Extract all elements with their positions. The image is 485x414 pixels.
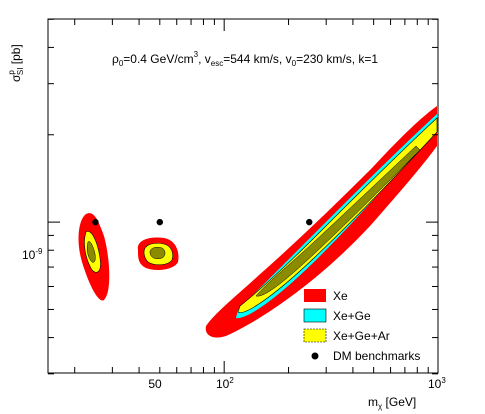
legend-label-xe-ge: Xe+Ge: [333, 309, 371, 323]
legend: Xe Xe+Ge Xe+Ge+Ar DM benchmarks: [303, 289, 420, 363]
xe-ge-ar-contour-right: [237, 117, 438, 313]
y-tick-label: 10-9: [22, 247, 43, 262]
benchmark-points: [92, 218, 313, 226]
inner-contour-right: [255, 145, 421, 297]
legend-swatch-xe-ge-ar: [303, 328, 327, 343]
benchmark-point-2: [156, 218, 164, 226]
benchmark-point-3: [306, 218, 313, 226]
legend-label-xe: Xe: [333, 289, 348, 303]
x-tick-label-1000: 103: [428, 376, 446, 391]
xe-contour-right: [205, 106, 437, 338]
y-axis-label: σpSI [pb]: [7, 44, 25, 82]
inner-region: [86, 145, 421, 297]
inner-contour-mid: [149, 246, 166, 259]
legend-label-benchmarks: DM benchmarks: [333, 349, 420, 363]
legend-swatch-xe: [304, 289, 326, 302]
inner-contour-left: [86, 241, 96, 263]
chart-header: ρ0=0.4 GeV/cm3, vesc=544 km/s, v0=230 km…: [112, 50, 378, 68]
axis-ticks: [48, 18, 439, 375]
x-tick-label-100: 102: [216, 376, 234, 391]
legend-label-xe-ge-ar: Xe+Ge+Ar: [333, 329, 390, 343]
x-axis-label: mχ [GeV]: [368, 395, 416, 411]
legend-swatch-xe-ge: [303, 308, 327, 323]
legend-marker-benchmark: [311, 352, 319, 360]
x-tick-label-50: 50: [148, 377, 162, 391]
benchmark-point-1: [92, 218, 99, 226]
